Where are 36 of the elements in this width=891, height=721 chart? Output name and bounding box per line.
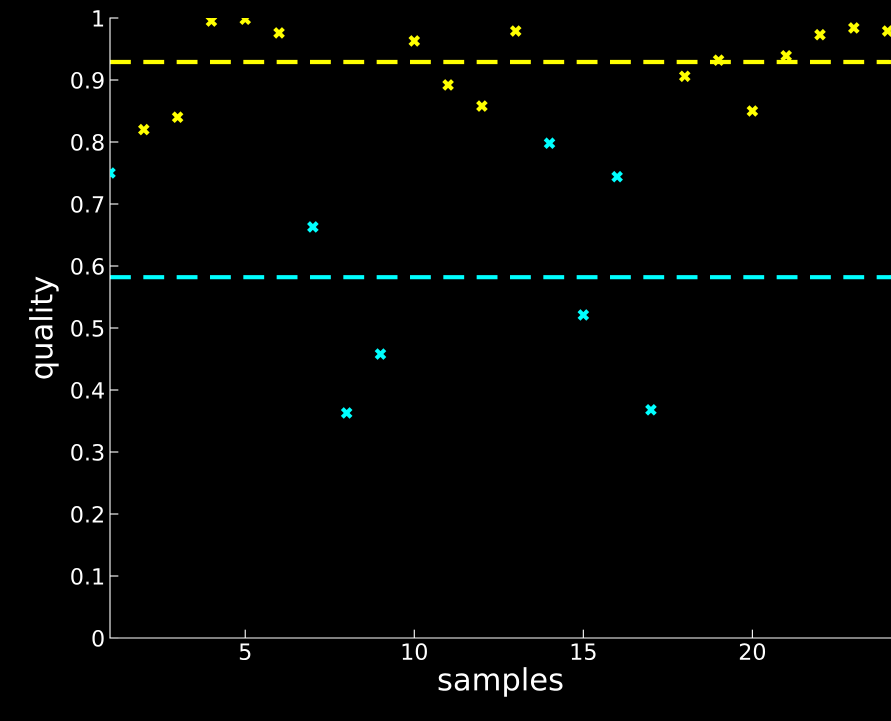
point — [172, 111, 184, 124]
x-axis-title: samples — [438, 667, 563, 697]
point — [678, 70, 691, 82]
point — [476, 100, 488, 112]
point — [273, 27, 285, 39]
point — [645, 404, 657, 416]
y-tick-label: 0.7 — [71, 196, 104, 213]
point — [408, 35, 420, 47]
y-tick-label: 0.2 — [71, 506, 103, 523]
point — [814, 28, 826, 41]
y-tick-label: 0.6 — [71, 258, 104, 275]
y-tick-label: 0.4 — [71, 382, 104, 399]
x-tick-label: 20 — [740, 643, 766, 660]
point — [611, 170, 623, 183]
point — [746, 105, 758, 117]
point — [340, 407, 352, 419]
point — [374, 348, 386, 360]
y-tick-label: 0.5 — [71, 320, 104, 337]
point — [307, 221, 319, 233]
y-tick-label: 0.9 — [71, 72, 104, 89]
y-tick-label: 1 — [93, 10, 104, 26]
point — [578, 309, 590, 321]
x-tick-label: 15 — [572, 644, 596, 660]
point — [848, 22, 860, 34]
y-tick-label: 0.8 — [71, 134, 104, 151]
point — [544, 137, 556, 150]
x-tick-label: 10 — [402, 643, 427, 660]
point — [510, 25, 522, 37]
y-tick-label: 0.3 — [71, 444, 104, 461]
point — [138, 124, 150, 136]
y-axis-title: quality — [29, 276, 59, 379]
point — [442, 79, 454, 91]
point — [712, 54, 724, 66]
x-tick-label: 5 — [240, 644, 250, 660]
y-tick-label: 0 — [92, 630, 104, 647]
y-tick-label: 0.1 — [71, 568, 104, 585]
